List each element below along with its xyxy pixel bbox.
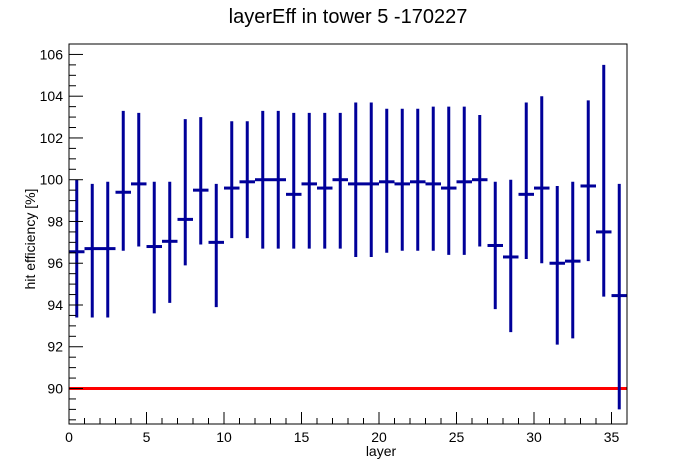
data-point	[565, 181, 581, 339]
data-point	[425, 106, 441, 251]
data-point	[100, 181, 116, 318]
data-point	[69, 179, 85, 318]
data-point	[84, 183, 100, 318]
data-point	[146, 181, 162, 314]
x-tick-label: 5	[143, 429, 151, 445]
data-point	[301, 112, 317, 249]
plot-frame	[68, 43, 628, 425]
y-tick-label: 94	[47, 297, 63, 313]
data-point	[162, 181, 178, 303]
y-tick-label: 90	[47, 381, 63, 397]
data-point	[224, 121, 240, 239]
y-tick-label: 96	[47, 255, 63, 271]
data-point	[456, 106, 472, 255]
data-point	[549, 185, 565, 345]
data-points-layer	[69, 64, 627, 410]
data-point	[255, 110, 271, 249]
data-point	[208, 183, 224, 308]
data-point	[193, 117, 209, 245]
data-point	[503, 179, 519, 333]
y-tick-label: 98	[47, 213, 63, 229]
y-tick-label: 100	[40, 172, 64, 188]
data-point	[379, 108, 395, 253]
data-point	[410, 108, 426, 251]
data-point	[472, 114, 488, 247]
data-point	[115, 110, 131, 251]
x-tick-label: 0	[65, 429, 73, 445]
x-tick-label: 35	[604, 429, 620, 445]
chart-title: layerEff in tower 5 -170227	[228, 6, 468, 28]
data-point	[487, 181, 503, 310]
y-axis-title: hit efficiency [%]	[22, 189, 38, 290]
x-tick-label: 10	[216, 429, 232, 445]
y-tick-label: 104	[40, 88, 64, 104]
data-point	[441, 106, 457, 255]
data-point	[596, 64, 612, 297]
y-tick-label: 106	[40, 46, 64, 62]
data-point	[363, 102, 379, 257]
x-axis: 0 5 10 15 20 25 30 35	[65, 412, 628, 445]
data-point	[580, 100, 596, 262]
data-point	[611, 183, 627, 410]
data-point	[131, 112, 147, 247]
data-point	[177, 119, 193, 266]
x-tick-label: 20	[371, 429, 387, 445]
x-tick-label: 30	[526, 429, 542, 445]
data-point	[534, 96, 550, 264]
x-tick-label: 25	[449, 429, 465, 445]
y-tick-label: 92	[47, 339, 63, 355]
data-point	[348, 102, 364, 257]
data-point	[394, 108, 410, 251]
data-point	[286, 112, 302, 249]
data-point	[332, 112, 348, 249]
x-tick-label: 15	[294, 429, 310, 445]
x-axis-title: layer	[366, 443, 397, 459]
data-point	[518, 102, 534, 260]
data-point	[317, 112, 333, 249]
data-point	[270, 110, 286, 249]
data-point	[239, 121, 255, 239]
y-axis: 90 92 94 96 98 100 102 104 106	[40, 43, 83, 421]
y-tick-label: 102	[40, 130, 64, 146]
